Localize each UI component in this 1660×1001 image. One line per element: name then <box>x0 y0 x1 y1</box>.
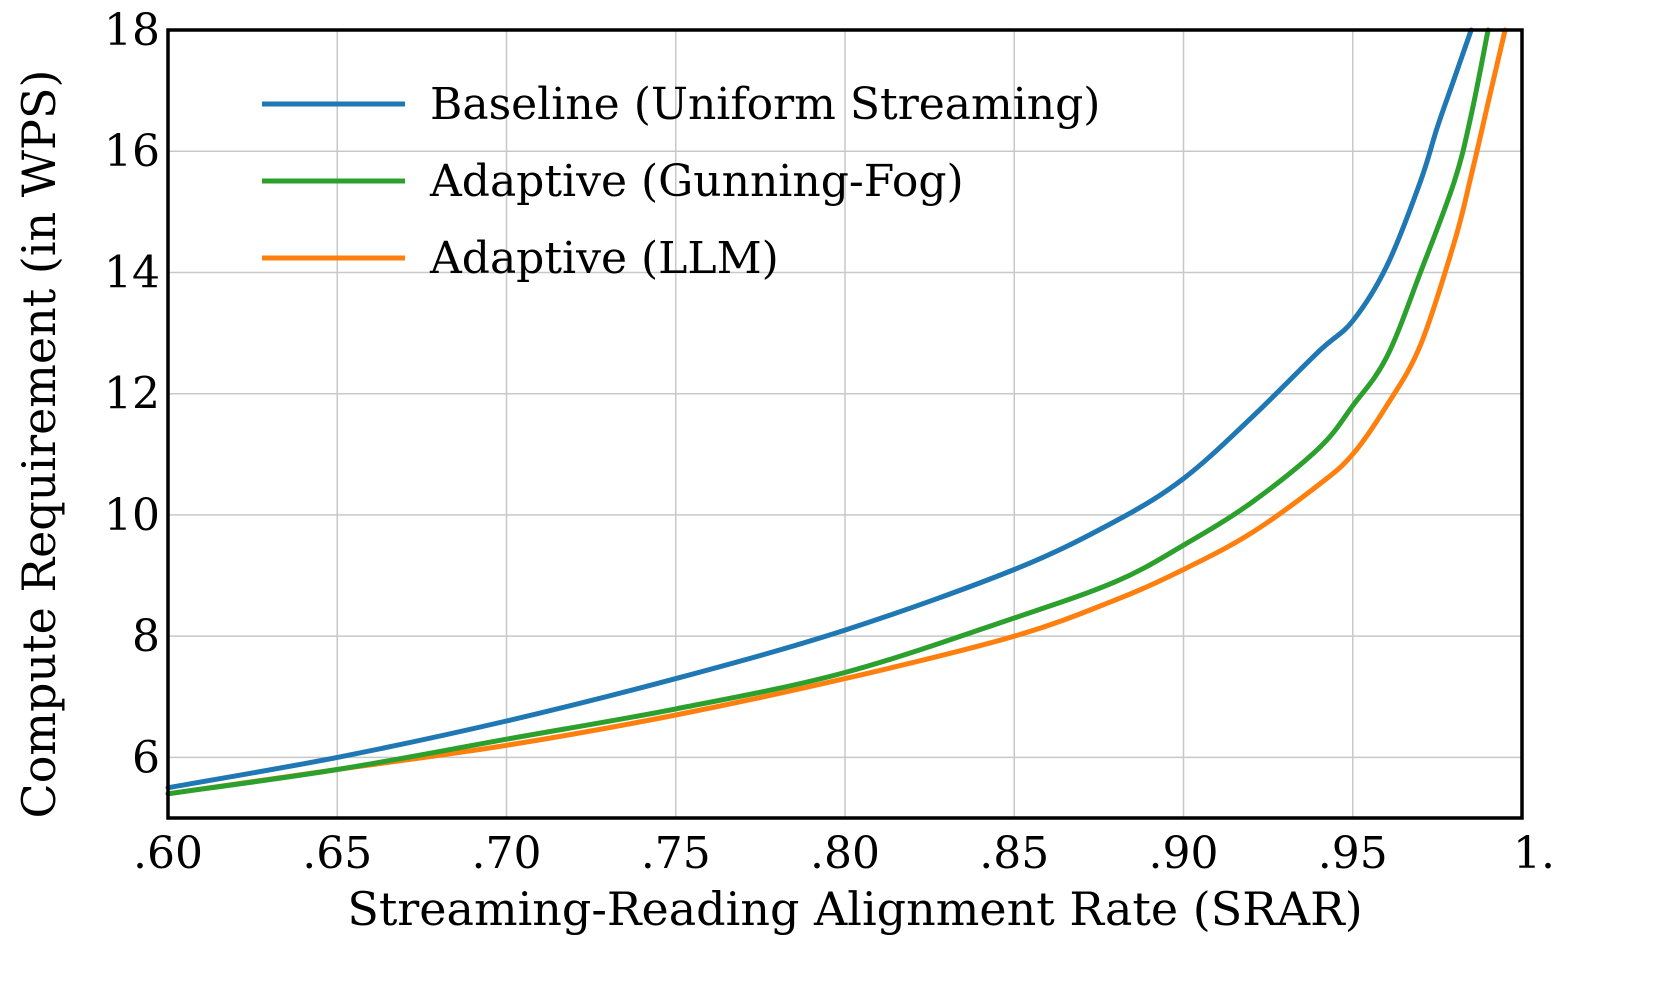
x-tick-label: .75 <box>641 828 711 879</box>
series-line-1 <box>165 27 1491 797</box>
x-tick-label: .65 <box>302 828 372 879</box>
x-tick-label: .95 <box>1318 828 1388 879</box>
legend: Baseline (Uniform Streaming) Adaptive (Gu… <box>262 79 1100 284</box>
series-line-0 <box>165 27 1474 791</box>
x-axis-title: Streaming-Reading Alignment Rate (SRAR) <box>347 882 1362 936</box>
y-tick-label: 16 <box>104 126 160 177</box>
x-tick-label: .70 <box>472 828 542 879</box>
series-lines <box>165 27 1508 797</box>
y-tick-label: 12 <box>104 369 160 420</box>
legend-label-0: Baseline (Uniform Streaming) <box>430 79 1100 130</box>
y-tick-label: 14 <box>104 247 160 298</box>
plot-frame <box>166 28 1524 820</box>
x-axis-ticks: .60 .65 .70 .75 .80 .85 .90 .95 1. <box>133 828 1555 879</box>
legend-label-1: Adaptive (Gunning-Fog) <box>429 156 964 207</box>
x-tick-label: .85 <box>979 828 1049 879</box>
y-tick-label: 10 <box>104 490 160 541</box>
legend-label-2: Adaptive (LLM) <box>429 233 779 284</box>
series-line-2 <box>165 27 1508 797</box>
x-tick-label: 1. <box>1513 828 1555 879</box>
x-tick-label: .80 <box>810 828 880 879</box>
y-tick-label: 6 <box>132 732 160 783</box>
y-axis-title: Compute Requirement (in WPS) <box>12 70 66 819</box>
y-tick-label: 8 <box>132 611 160 662</box>
y-axis-ticks: 6 8 10 12 14 16 18 <box>104 5 160 783</box>
x-tick-label: .60 <box>133 828 203 879</box>
grid-lines <box>167 29 1523 818</box>
y-tick-label: 18 <box>104 5 160 56</box>
x-tick-label: .90 <box>1149 828 1219 879</box>
